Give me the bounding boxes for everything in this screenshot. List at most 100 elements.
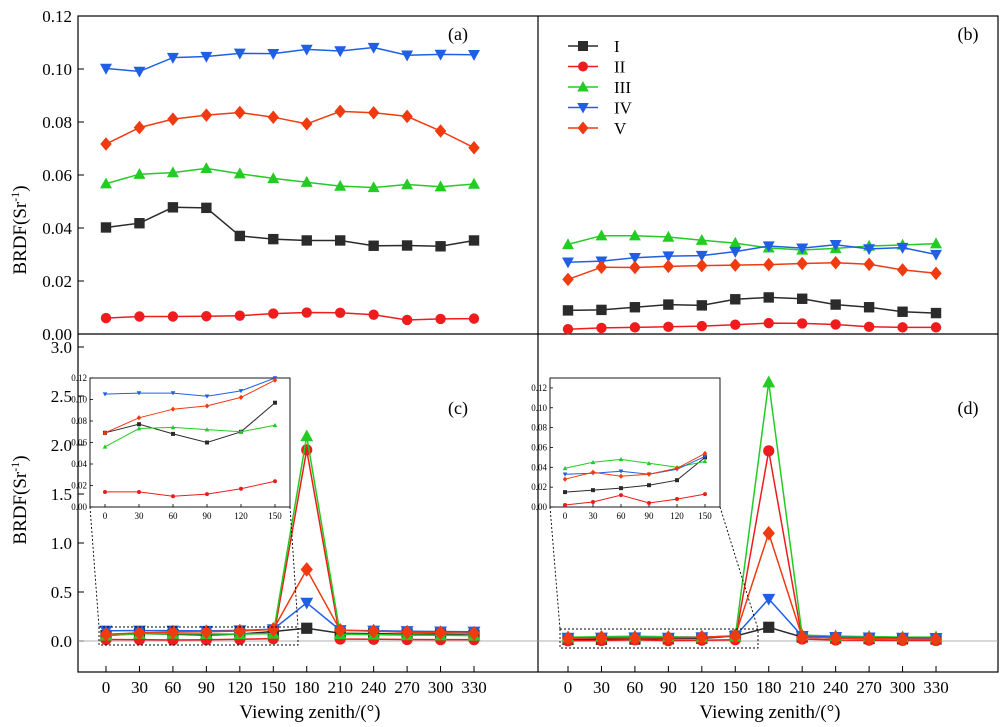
inset-series-line xyxy=(104,379,276,434)
inset-data-point xyxy=(272,377,278,383)
data-point xyxy=(300,429,314,442)
data-point xyxy=(762,593,776,606)
inset-data-point xyxy=(273,400,277,405)
data-point xyxy=(896,242,909,254)
x-tick-label: 300 xyxy=(890,678,916,697)
x-tick-label: 180 xyxy=(756,678,782,697)
data-point xyxy=(629,302,641,313)
inset-data-point xyxy=(563,503,567,508)
zoom-connector-left xyxy=(89,506,100,628)
inset-x-tick-label: 0 xyxy=(563,511,568,521)
inset-data-point xyxy=(562,465,568,471)
series-line xyxy=(105,601,475,633)
panels: (a)0.000.020.040.060.080.100.12(b)(c)0.0… xyxy=(42,7,999,697)
data-point xyxy=(100,312,112,324)
inset-x-tick-label: 120 xyxy=(670,511,684,521)
x-tick-label: 0 xyxy=(564,678,573,697)
inset-x-tick-label: 150 xyxy=(268,511,282,521)
y-tick-label: 0.12 xyxy=(42,7,72,26)
data-point xyxy=(695,629,708,645)
data-point xyxy=(133,625,146,641)
data-point xyxy=(729,236,742,248)
data-point xyxy=(897,322,908,333)
inset-data-point xyxy=(702,450,708,457)
inset-data-point xyxy=(590,459,596,465)
data-point xyxy=(401,178,414,190)
series-V xyxy=(99,562,481,642)
x-tick-label: 30 xyxy=(131,678,148,697)
inset-data-point xyxy=(205,440,209,445)
data-point xyxy=(468,235,480,246)
x-tick-label: 150 xyxy=(261,678,287,697)
data-point xyxy=(300,44,313,56)
inset-c: 0.00 0.02 0.04 0.06 0.08 0.10 0.12 0 30 60 90 120 15… xyxy=(71,373,299,646)
inset-x-tick-label: 120 xyxy=(234,511,248,521)
data-point xyxy=(201,311,212,322)
series-line xyxy=(105,436,475,637)
panel-label: (d) xyxy=(958,398,979,419)
data-point xyxy=(763,445,775,457)
inset-data-point xyxy=(239,486,243,491)
data-point xyxy=(201,202,212,214)
data-point xyxy=(200,51,213,63)
inset-y-tick-label: 0.00 xyxy=(531,502,547,512)
data-point xyxy=(401,50,414,62)
data-point xyxy=(234,105,246,120)
data-point xyxy=(334,46,347,58)
inset-data-point xyxy=(618,469,624,474)
legend-label: IV xyxy=(614,99,633,118)
y-tick-label: 1.5 xyxy=(51,485,72,504)
data-point xyxy=(133,66,146,78)
inset-series-III xyxy=(102,422,278,449)
data-point xyxy=(796,629,809,645)
series-line xyxy=(567,234,937,251)
data-point xyxy=(334,104,346,119)
data-point xyxy=(696,258,708,273)
legend-item-I: I xyxy=(568,37,620,56)
data-point xyxy=(401,109,413,124)
x-tick-label: 240 xyxy=(823,678,849,697)
inset-data-point xyxy=(102,392,108,397)
y-tick-label: 0.00 xyxy=(42,325,72,344)
series-line xyxy=(105,206,475,248)
inset-data-point xyxy=(702,454,708,459)
inset-data-point xyxy=(619,493,623,498)
inset-data-point xyxy=(619,486,623,491)
data-point xyxy=(730,319,741,330)
inset-data-point xyxy=(647,483,651,488)
x-axis-title-right: Viewing zenith/(°) xyxy=(700,702,841,723)
data-point xyxy=(367,42,380,54)
data-point xyxy=(133,120,146,135)
data-point xyxy=(562,238,574,250)
series-I xyxy=(562,292,942,319)
y-tick-label: 3.0 xyxy=(51,338,72,357)
data-point xyxy=(468,177,480,189)
inset-data-point xyxy=(136,415,142,421)
inset-data-point xyxy=(702,458,708,464)
data-point xyxy=(562,324,574,335)
data-point xyxy=(434,180,447,192)
data-point xyxy=(663,299,674,310)
data-point xyxy=(696,300,708,311)
data-point xyxy=(730,294,741,305)
inset-data-point xyxy=(204,394,210,399)
legend-item-V: V xyxy=(568,119,627,138)
data-point xyxy=(367,623,380,639)
data-point xyxy=(729,246,742,258)
inset-data-point xyxy=(675,497,679,502)
data-point xyxy=(234,310,246,321)
data-point xyxy=(435,241,446,252)
legend-label: II xyxy=(614,58,626,77)
inset-data-point xyxy=(618,473,624,479)
data-point xyxy=(434,124,447,138)
x-tick-label: 120 xyxy=(689,678,715,697)
inset-data-point xyxy=(273,479,277,484)
series-II xyxy=(100,307,480,326)
legend-marker xyxy=(577,121,589,135)
data-point xyxy=(301,235,312,246)
data-point xyxy=(234,230,246,242)
inset-x-tick-label: 30 xyxy=(135,511,145,521)
data-point xyxy=(562,272,574,287)
data-point xyxy=(468,313,480,324)
series-V xyxy=(562,255,942,287)
